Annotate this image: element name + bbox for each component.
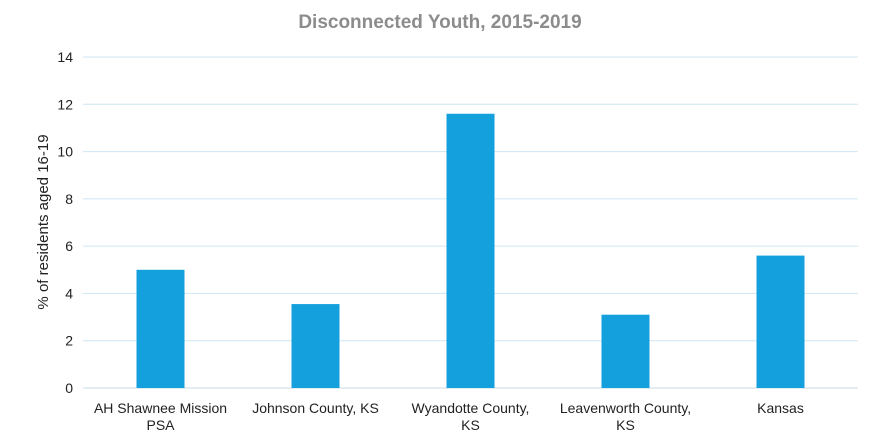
bars xyxy=(136,113,805,388)
y-axis-label: % of residents aged 16-19 xyxy=(35,134,52,309)
y-tick-label: 10 xyxy=(57,144,73,160)
bar xyxy=(446,113,495,388)
bar xyxy=(136,269,185,388)
y-tick-label: 0 xyxy=(65,380,73,396)
x-tick-label: Johnson County, KS xyxy=(252,400,379,416)
x-tick-labels: AH Shawnee Mission PSA Johnson County, KS W… xyxy=(94,400,804,433)
x-tick-label: Kansas xyxy=(757,400,804,416)
x-tick-label: AH Shawnee Mission PSA xyxy=(94,400,227,433)
x-tick-label: Wyandotte County, KS xyxy=(412,400,530,433)
bar xyxy=(601,314,650,388)
chart-title: Disconnected Youth, 2015-2019 xyxy=(298,12,581,33)
y-tick-label: 4 xyxy=(65,285,73,301)
bar xyxy=(291,304,340,388)
y-tick-label: 12 xyxy=(57,96,73,112)
bar xyxy=(756,255,805,388)
y-tick-label: 14 xyxy=(57,49,73,65)
y-tick-labels: 0 2 4 6 8 10 12 14 xyxy=(57,49,73,396)
y-tick-label: 6 xyxy=(65,238,73,254)
x-tick-label: Leavenworth County, KS xyxy=(560,400,691,433)
y-tick-label: 8 xyxy=(65,191,73,207)
y-tick-label: 2 xyxy=(65,333,73,349)
